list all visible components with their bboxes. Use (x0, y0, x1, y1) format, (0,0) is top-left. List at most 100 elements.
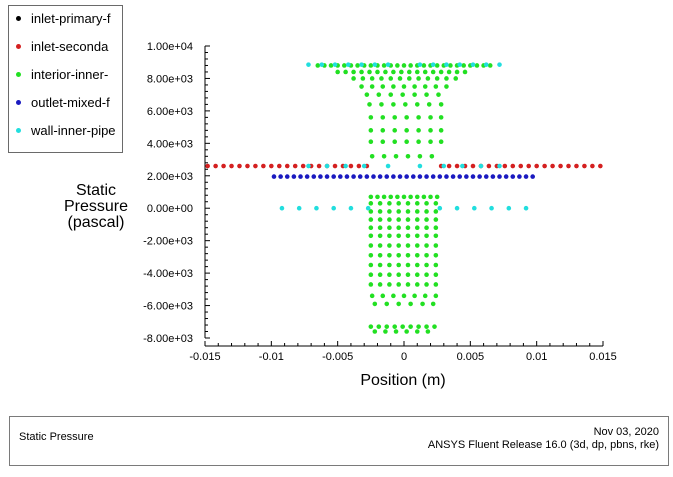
data-point (414, 282, 420, 287)
data-point (368, 225, 374, 230)
data-point (331, 205, 336, 211)
y-tick-label: -8.00e+03 (143, 333, 193, 345)
legend-item-outlet-mixed[interactable]: outlet-mixed-f (9, 93, 122, 113)
data-point (400, 324, 405, 329)
data-point (438, 115, 444, 120)
data-point (377, 272, 383, 278)
data-point (438, 102, 444, 107)
data-point (396, 282, 401, 287)
data-point (355, 63, 360, 68)
series-interior-inner- (315, 63, 493, 334)
data-point (444, 62, 449, 67)
data-point (444, 84, 449, 89)
legend-item-interior-inner[interactable]: interior-inner- (9, 65, 122, 85)
data-point (369, 293, 375, 299)
y-axis-label-line: Static (75, 182, 116, 199)
data-point (430, 69, 436, 75)
data-point (433, 272, 439, 278)
data-point (422, 69, 428, 75)
data-point (433, 233, 439, 239)
data-point (387, 217, 392, 222)
data-point (590, 163, 595, 169)
data-point (377, 252, 383, 258)
data-point (369, 76, 375, 81)
data-point (388, 76, 394, 81)
data-point (279, 205, 285, 211)
data-point (387, 233, 392, 239)
y-tick-label: 0.00e+00 (147, 203, 193, 215)
data-point (434, 76, 440, 81)
x-tick-label: 0.015 (589, 351, 617, 363)
data-point (332, 163, 338, 169)
data-point (213, 163, 218, 169)
data-point (487, 63, 493, 68)
data-point (472, 205, 477, 211)
data-point (598, 163, 603, 169)
legend-item-wall-inner-pipe[interactable]: wall-inner-pipe (9, 121, 122, 141)
data-point (368, 262, 374, 268)
data-point (416, 139, 421, 145)
data-point (490, 174, 496, 179)
legend-item-inlet-secondary[interactable]: inlet-seconda (9, 37, 122, 57)
data-point (385, 163, 391, 169)
data-point (369, 154, 375, 159)
data-point (396, 301, 401, 307)
data-point (276, 163, 282, 169)
data-point (486, 163, 492, 169)
data-point (434, 194, 440, 200)
data-point (414, 243, 420, 248)
data-point (332, 62, 338, 67)
y-axis-label: Static Pressure (pascal) (62, 183, 130, 231)
x-tick-label: 0.01 (526, 351, 547, 363)
data-point (359, 84, 364, 89)
data-point (368, 243, 374, 248)
data-point (424, 243, 429, 248)
data-point (401, 63, 407, 68)
data-point (377, 217, 383, 222)
data-point (359, 69, 364, 75)
data-point (380, 115, 386, 120)
data-point (380, 139, 386, 145)
data-point (558, 163, 563, 169)
data-point (385, 62, 391, 67)
data-point (396, 233, 401, 239)
data-point (338, 174, 343, 179)
data-point (414, 102, 420, 107)
data-point (462, 69, 468, 75)
legend-label: outlet-mixed-f (31, 95, 110, 110)
data-point (368, 128, 374, 133)
data-point (359, 62, 364, 67)
data-point (414, 69, 420, 75)
legend-item-inlet-primary[interactable]: inlet-primary-f (9, 9, 122, 29)
data-point (314, 205, 319, 211)
data-point (371, 174, 376, 179)
data-point (368, 115, 374, 120)
data-point (367, 69, 372, 75)
data-point (379, 102, 384, 107)
data-point (416, 128, 421, 133)
data-point (407, 76, 412, 81)
legend-label: inlet-seconda (31, 39, 109, 54)
y-tick-label: -6.00e+03 (143, 301, 193, 313)
plot-points (205, 62, 603, 334)
y-tick-label: 2.00e+03 (147, 171, 193, 183)
data-point (397, 76, 403, 81)
data-point (446, 163, 452, 169)
data-point (428, 139, 433, 145)
data-point (324, 163, 330, 169)
data-point (414, 252, 420, 258)
data-point (523, 174, 529, 179)
data-point (526, 163, 532, 169)
data-point (517, 174, 522, 179)
data-point (438, 139, 444, 145)
legend-marker (16, 100, 21, 105)
data-point (422, 293, 428, 299)
data-point (542, 163, 547, 169)
data-point (380, 293, 386, 299)
data-point (356, 163, 362, 169)
data-point (368, 233, 374, 239)
data-point (416, 115, 421, 120)
data-point (396, 252, 401, 258)
data-point (372, 62, 378, 67)
